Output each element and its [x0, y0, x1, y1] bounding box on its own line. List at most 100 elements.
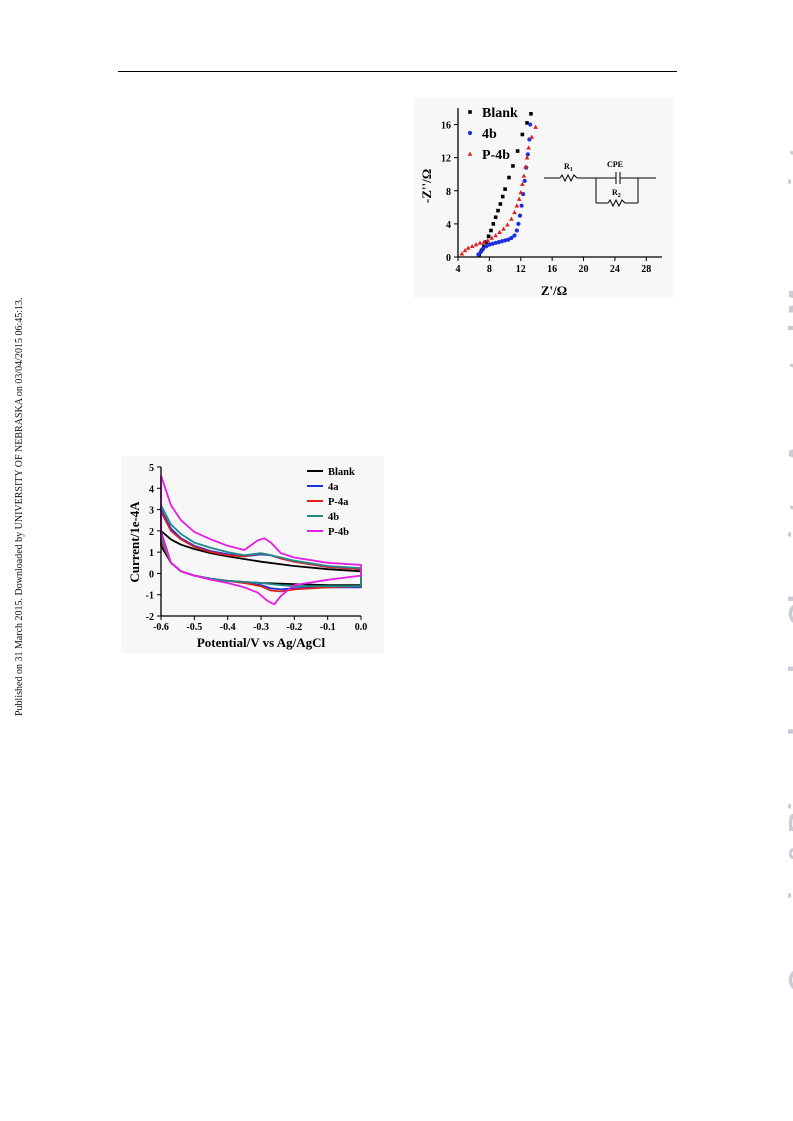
data-point-p-4b: [489, 235, 495, 240]
data-point-4b: [525, 152, 530, 157]
data-point-p-4b: [459, 251, 465, 256]
data-point-p-4b: [516, 196, 522, 201]
data-point-p-4b: [523, 164, 528, 169]
y-tick-label: 16: [441, 121, 451, 132]
data-point-p-4b: [521, 173, 527, 178]
data-point-p-4b: [509, 216, 514, 221]
accepted-manuscript-watermark: Organic & Biomolecular Chemistry Accepte…: [782, 147, 793, 992]
legend-label: P-4a: [328, 497, 349, 508]
y-tick-label: 4: [149, 484, 154, 495]
data-point-p-4b: [493, 233, 498, 238]
legend-entry-p-4b: P-4b: [307, 527, 349, 538]
data-point-blank: [498, 202, 503, 206]
data-point-4b: [502, 238, 508, 243]
y-tick-label: -2: [146, 612, 154, 623]
x-axis-label: Potential/V vs Ag/AgCl: [197, 635, 326, 650]
data-point-blank: [482, 244, 486, 249]
data-point-4b: [490, 241, 495, 246]
cpe-label: CPE: [607, 160, 623, 169]
equivalent-circuit-inset: [544, 172, 656, 208]
legend-entry-4b: 4b: [467, 127, 497, 142]
data-point-4b: [484, 244, 489, 249]
publication-side-note: Published on 31 March 2015. Downloaded b…: [14, 297, 25, 716]
data-point-blank: [496, 208, 500, 213]
data-point-4b: [509, 235, 514, 241]
legend-marker-p-4b: [467, 151, 473, 156]
r2-label: R2: [612, 188, 621, 199]
data-point-p-4b: [533, 124, 538, 129]
y-tick-label: 0: [446, 253, 451, 264]
x-tick-label: 0.0: [355, 622, 368, 633]
data-point-p-4b: [481, 239, 487, 244]
legend-entry-blank: Blank: [468, 106, 518, 121]
data-point-blank: [493, 215, 498, 220]
cyclic-voltammetry-plot: -0.6 -0.5 -0.4 -0.3 -0.2 -0.1 0.0 -2 -1 0 1 2 3 4 5 Po…: [127, 463, 368, 650]
data-point-p-4b: [512, 209, 517, 215]
legend-marker-4b: [467, 130, 473, 136]
legend-entry-p-4a: P-4a: [307, 497, 349, 508]
data-point-blank: [503, 187, 507, 191]
data-point-4b: [499, 239, 505, 244]
legend-marker-blank: [468, 110, 472, 114]
y-tick-label: 12: [441, 154, 451, 165]
nyquist-plot-figure: 4 8 12 16 20 24 28 0 4 8 12 16 Z'/Ω -Z''/Ω Blank 4b P…: [414, 98, 673, 298]
data-point-blank: [529, 111, 533, 116]
y-axis-label: -Z''/Ω: [419, 169, 434, 203]
x-tick-label: 28: [641, 264, 651, 275]
data-point-blank: [491, 222, 496, 226]
data-point-4b: [514, 228, 519, 233]
data-point-blank: [525, 121, 529, 125]
data-point-4b: [512, 233, 517, 238]
data-point-p-4b: [518, 190, 524, 195]
data-point-p-4b: [529, 134, 535, 139]
data-point-blank: [507, 175, 511, 180]
resistor-r1-symbol: [559, 173, 578, 183]
data-point-p-4b: [477, 240, 483, 245]
data-point-4b: [493, 240, 498, 246]
x-tick-label: -0.5: [186, 622, 202, 633]
r1-label: R1: [564, 162, 573, 173]
data-point-p-4b: [520, 181, 525, 186]
data-point-4b: [506, 237, 511, 242]
data-point-p-4b: [497, 229, 502, 234]
legend-label: 4b: [482, 127, 497, 142]
data-point-blank: [500, 194, 505, 199]
legend-label: Blank: [482, 106, 518, 121]
data-point-p-4b: [526, 145, 531, 150]
legend-label: 4b: [328, 512, 339, 523]
data-point-p-4b: [505, 222, 510, 227]
data-point-p-4b: [462, 247, 468, 253]
data-point-4b: [528, 122, 533, 127]
y-tick-label: 5: [149, 463, 154, 474]
y-tick-label: 4: [446, 220, 451, 231]
y-tick-label: 3: [149, 506, 154, 517]
legend-entry-4a: 4a: [307, 482, 339, 493]
y-tick-label: 0: [149, 569, 154, 580]
data-point-p-4b: [524, 155, 530, 160]
data-point-4b: [516, 221, 521, 226]
cyclic-voltammetry-figure: -0.6 -0.5 -0.4 -0.3 -0.2 -0.1 0.0 -2 -1 0 1 2 3 4 5 Po…: [121, 456, 384, 653]
x-tick-label: -0.1: [320, 622, 336, 633]
data-point-4b: [496, 240, 501, 245]
data-point-blank: [515, 149, 520, 153]
series-p-4b: [459, 124, 538, 256]
data-point-p-4b: [469, 243, 475, 249]
y-tick-label: 2: [149, 527, 154, 538]
data-point-p-4b: [514, 203, 520, 208]
x-tick-label: 20: [579, 264, 589, 275]
data-point-4b: [487, 242, 492, 247]
data-point-p-4b: [501, 226, 506, 231]
x-tick-label: -0.6: [153, 622, 169, 633]
data-point-blank: [511, 164, 515, 168]
x-tick-label: 8: [487, 264, 492, 275]
data-point-blank: [489, 228, 493, 233]
x-tick-label: 12: [516, 264, 526, 275]
header-rule: [118, 71, 677, 72]
data-point-p-4b: [473, 242, 479, 247]
x-tick-label: 16: [547, 264, 557, 275]
data-point-blank: [486, 234, 491, 239]
legend-label: P-4b: [482, 148, 510, 163]
data-point-p-4b: [465, 245, 471, 250]
y-tick-label: 8: [446, 187, 451, 198]
